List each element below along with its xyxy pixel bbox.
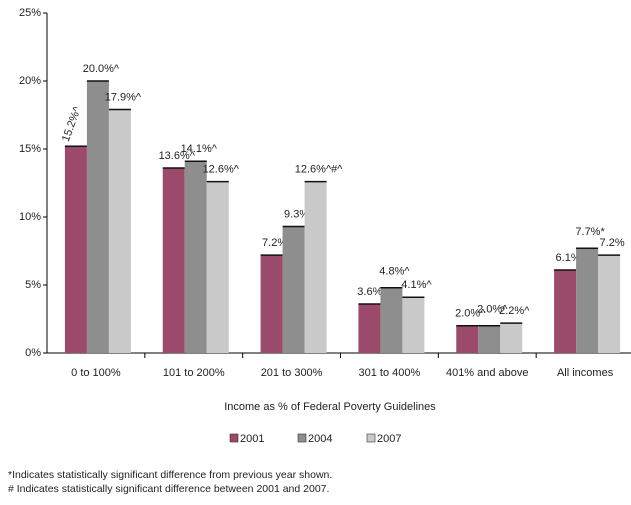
value-label: 2.2%^	[499, 305, 530, 317]
x-tick-label: 0 to 100%	[71, 367, 121, 379]
x-tick-label: All incomes	[557, 367, 614, 379]
legend-label: 2001	[240, 433, 264, 445]
value-label: 4.8%^	[379, 266, 410, 278]
value-label: 6.1%	[556, 252, 581, 264]
legend-label: 2004	[308, 433, 332, 445]
value-label: 2.0%^	[477, 304, 508, 316]
bar	[598, 255, 621, 353]
bar	[402, 297, 425, 353]
bar	[184, 161, 207, 353]
bar	[64, 146, 87, 353]
y-tick-label: 15%	[19, 143, 41, 155]
value-label: 12.6%^#^	[295, 164, 343, 176]
value-label: 17.9%^	[105, 91, 142, 103]
y-tick-label: 20%	[19, 75, 41, 87]
bar	[456, 325, 479, 353]
legend-swatch	[297, 433, 307, 443]
x-axis-label: Income as % of Federal Poverty Guideline…	[224, 401, 436, 413]
value-label: 4.1%^	[401, 279, 432, 291]
legend-swatch	[229, 433, 239, 443]
legend-label: 2007	[377, 433, 401, 445]
bar	[358, 304, 381, 353]
x-tick-label: 301 to 400%	[359, 367, 421, 379]
value-label: 9.3%	[284, 208, 309, 220]
bar	[86, 81, 109, 353]
bar	[206, 181, 229, 353]
value-label: 13.6%^	[159, 150, 196, 162]
bar	[554, 270, 577, 353]
value-label: 7.2%	[600, 237, 625, 249]
value-label: 15.2%^	[60, 104, 84, 143]
y-tick-label: 0%	[25, 347, 41, 359]
bar	[500, 323, 523, 353]
value-label: 7.7%*	[575, 226, 605, 238]
footnote: *Indicates statistically significant dif…	[8, 469, 332, 481]
bar	[162, 168, 185, 353]
y-tick-label: 5%	[25, 279, 41, 291]
x-tick-label: 201 to 300%	[261, 367, 323, 379]
x-tick-label: 401% and above	[446, 367, 529, 379]
value-label: 12.6%^	[203, 164, 240, 176]
bar	[108, 109, 131, 353]
value-label: 7.2%	[262, 237, 287, 249]
y-tick-label: 25%	[19, 7, 41, 19]
bar	[380, 287, 403, 353]
bar	[576, 248, 599, 353]
bar	[478, 325, 501, 353]
x-tick-label: 101 to 200%	[163, 367, 225, 379]
bar	[304, 181, 327, 353]
bar	[282, 226, 305, 353]
y-tick-label: 10%	[19, 211, 41, 223]
value-label: 20.0%^	[83, 63, 120, 75]
bar	[260, 255, 283, 353]
legend-swatch	[366, 433, 376, 443]
value-label: 14.1%^	[181, 143, 218, 155]
value-label: 2.0%^	[455, 308, 486, 320]
footnote: # Indicates statistically significant di…	[8, 483, 329, 495]
